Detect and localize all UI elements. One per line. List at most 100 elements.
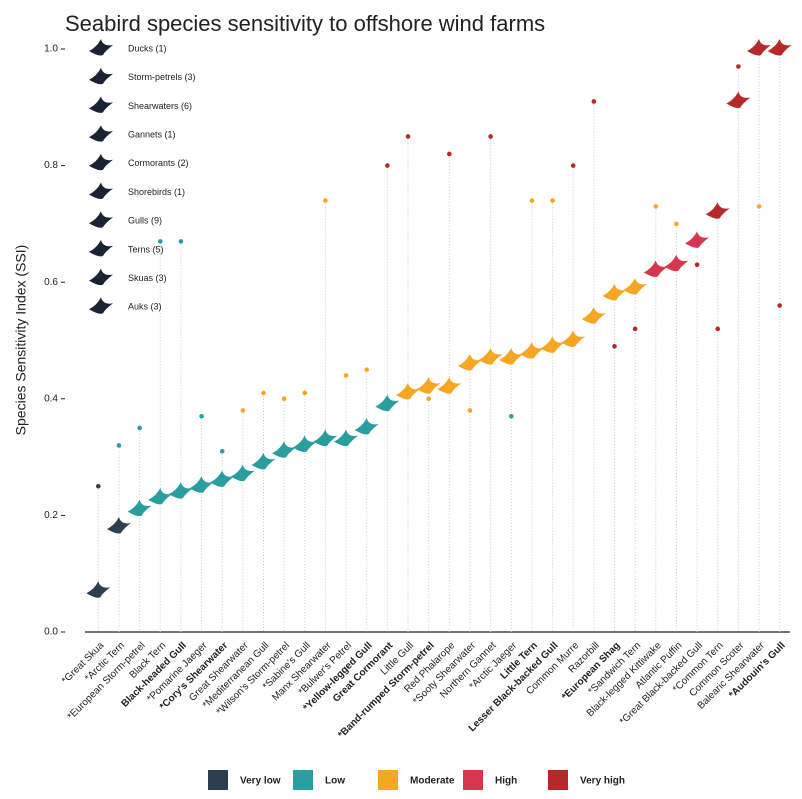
group-icon — [89, 154, 113, 171]
species-icon — [128, 500, 152, 517]
species-icon — [706, 202, 730, 219]
upper-dot — [736, 64, 741, 69]
species-icon — [479, 348, 503, 365]
upper-dot — [158, 239, 163, 244]
upper-dot — [468, 408, 473, 413]
species-icon — [726, 91, 750, 108]
species-icon — [541, 336, 565, 353]
upper-dot — [117, 443, 122, 448]
species-icon — [644, 261, 668, 278]
upper-dot — [179, 239, 184, 244]
legend-label: Low — [325, 776, 345, 787]
group-icon — [89, 39, 113, 56]
species-icon — [396, 383, 420, 400]
chart-title: Seabird species sensitivity to offshore … — [65, 11, 545, 36]
species-icon — [685, 231, 709, 248]
group-icon — [89, 96, 113, 113]
upper-dot — [364, 367, 369, 372]
legend-swatch — [378, 770, 398, 790]
group-label: Gulls (9) — [128, 216, 162, 226]
upper-dot — [282, 397, 287, 402]
species-icon — [252, 453, 276, 470]
y-tick-label: 0.4 — [44, 393, 58, 404]
upper-dot — [509, 414, 514, 419]
upper-dot — [406, 134, 411, 139]
legend-label: High — [495, 776, 517, 787]
species-icon — [561, 331, 585, 348]
species-icon — [437, 377, 461, 394]
species-icon — [355, 418, 379, 435]
upper-dot — [447, 152, 452, 157]
group-label: Auks (3) — [128, 302, 162, 312]
y-tick-label: 0.2 — [44, 510, 58, 521]
y-tick-label: 0.8 — [44, 160, 58, 171]
group-icon — [89, 68, 113, 85]
group-label: Gannets (1) — [128, 129, 176, 139]
upper-dot — [96, 484, 101, 489]
upper-dot — [302, 391, 307, 396]
species-icon — [375, 395, 399, 412]
legend-swatch — [548, 770, 568, 790]
upper-dot — [323, 198, 328, 203]
upper-dot — [695, 262, 700, 267]
species-icon — [169, 482, 193, 499]
species-icon — [272, 441, 296, 458]
legend-swatch — [463, 770, 483, 790]
upper-dot — [612, 344, 617, 349]
upper-dot — [199, 414, 204, 419]
species-icon — [458, 354, 482, 371]
upper-dot — [592, 99, 597, 104]
legend-label: Very low — [240, 776, 281, 787]
legend-swatch — [293, 770, 313, 790]
species-icon — [190, 476, 214, 493]
upper-dot — [715, 327, 720, 332]
upper-dot — [261, 391, 266, 396]
upper-dot — [757, 204, 762, 209]
species-icon — [334, 430, 358, 447]
group-icon — [89, 297, 113, 314]
group-label: Terns (5) — [128, 244, 164, 254]
upper-dot — [488, 134, 493, 139]
species-icon — [520, 342, 544, 359]
species-icon — [210, 470, 234, 487]
species-icon — [86, 581, 110, 598]
group-label: Storm-petrels (3) — [128, 72, 196, 82]
upper-dot — [571, 163, 576, 168]
species-icon — [293, 435, 317, 452]
chart: Seabird species sensitivity to offshore … — [0, 0, 802, 794]
y-axis-label: Species Sensitivity Index (SSI) — [13, 245, 29, 436]
group-label: Shearwaters (6) — [128, 101, 192, 111]
group-label: Ducks (1) — [128, 43, 167, 53]
upper-dot — [220, 449, 225, 454]
species-icon — [107, 517, 131, 534]
species-icon — [313, 430, 337, 447]
species-icon — [231, 465, 255, 482]
upper-dot — [241, 408, 246, 413]
legend-label: Very high — [580, 776, 625, 787]
species-icon — [664, 255, 688, 272]
species-icon — [623, 278, 647, 295]
species-icon — [747, 39, 771, 56]
species-icon — [768, 39, 792, 56]
species-icon — [603, 284, 627, 301]
group-label: Skuas (3) — [128, 273, 167, 283]
upper-dot — [137, 426, 142, 431]
group-icon — [89, 183, 113, 200]
species-icon — [582, 307, 606, 324]
upper-dot — [653, 204, 658, 209]
group-icon — [89, 240, 113, 257]
group-label: Shorebirds (1) — [128, 187, 185, 197]
upper-dot — [426, 397, 431, 402]
y-tick-label: 0.6 — [44, 277, 58, 288]
species-icon — [417, 377, 441, 394]
upper-dot — [385, 163, 390, 168]
y-tick-label: 1.0 — [44, 44, 58, 55]
group-label: Cormorants (2) — [128, 158, 189, 168]
upper-dot — [550, 198, 555, 203]
legend-swatch — [208, 770, 228, 790]
group-icon — [89, 211, 113, 228]
upper-dot — [344, 373, 349, 378]
legend-label: Moderate — [410, 776, 455, 787]
group-icon — [89, 269, 113, 286]
upper-dot — [674, 222, 679, 227]
